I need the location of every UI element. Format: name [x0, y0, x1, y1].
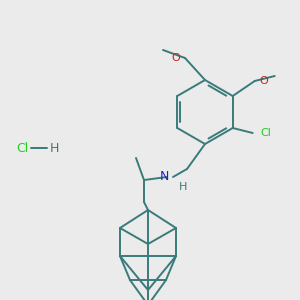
- Text: O: O: [171, 53, 180, 63]
- Text: Cl: Cl: [16, 142, 28, 154]
- Text: H: H: [49, 142, 59, 154]
- Text: O: O: [260, 76, 268, 86]
- Text: H: H: [179, 182, 188, 192]
- Text: Cl: Cl: [261, 128, 272, 138]
- Text: N: N: [160, 170, 169, 184]
